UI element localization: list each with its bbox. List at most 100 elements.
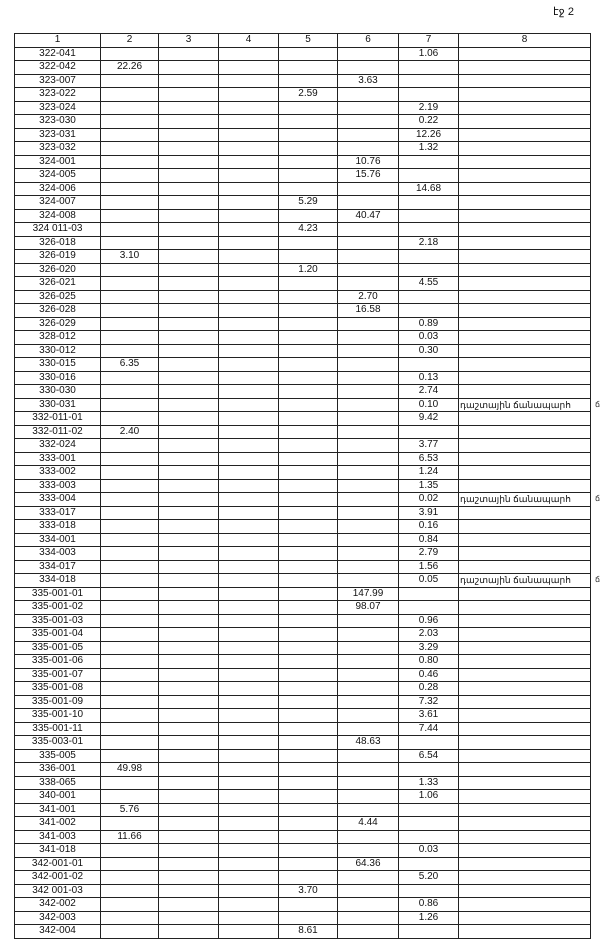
area-cell xyxy=(158,883,219,898)
area-cell xyxy=(218,127,279,142)
note-cell xyxy=(458,505,591,520)
area-cell xyxy=(278,451,338,466)
area-cell xyxy=(218,114,279,129)
parcel-code-cell: 326-019 xyxy=(14,249,101,264)
area-cell xyxy=(278,127,338,142)
area-cell xyxy=(337,775,399,790)
note-text: դաշտային ճանապարհ xyxy=(460,575,571,586)
table-row: 342-001-01 64.36 xyxy=(14,856,591,871)
column-header: 3 xyxy=(158,33,219,48)
area-cell xyxy=(100,397,159,412)
note-cell xyxy=(458,654,591,669)
parcel-code-cell: 335-001-04 xyxy=(14,627,101,642)
note-cell: դաշտային ճանապարհ ճ xyxy=(458,492,600,507)
table-row: 330-031 0.10 դաշտային ճանապարհ ճ xyxy=(14,397,600,412)
area-cell xyxy=(158,451,219,466)
area-cell: 40.47 xyxy=(337,208,399,223)
parcel-code-cell: 326-028 xyxy=(14,303,101,318)
note-cell xyxy=(458,883,591,898)
area-cell xyxy=(278,559,338,574)
table-row: 324-007 5.29 xyxy=(14,195,591,210)
area-cell xyxy=(398,856,459,871)
note-cell xyxy=(458,627,591,642)
area-cell: 3.29 xyxy=(398,640,459,655)
note-mark: ճ xyxy=(595,575,601,584)
area-cell: 3.70 xyxy=(278,883,338,898)
area-cell xyxy=(158,141,219,156)
area-cell xyxy=(278,303,338,318)
area-cell xyxy=(100,694,159,709)
area-cell xyxy=(278,775,338,790)
note-cell xyxy=(458,600,591,615)
area-cell xyxy=(100,181,159,196)
area-cell xyxy=(158,532,219,547)
area-cell xyxy=(218,330,279,345)
parcel-code-cell: 332-024 xyxy=(14,438,101,453)
area-cell xyxy=(158,586,219,601)
area-cell xyxy=(398,424,459,439)
area-cell xyxy=(337,424,399,439)
area-cell xyxy=(100,343,159,358)
parcel-code-cell: 335-001-08 xyxy=(14,681,101,696)
parcel-code-cell: 335-001-10 xyxy=(14,708,101,723)
area-cell xyxy=(100,897,159,912)
area-cell xyxy=(337,370,399,385)
area-cell xyxy=(158,775,219,790)
area-cell xyxy=(100,681,159,696)
note-cell xyxy=(458,424,591,439)
table-row: 333-017 3.91 xyxy=(14,505,591,520)
area-cell xyxy=(100,600,159,615)
area-cell xyxy=(278,870,338,885)
area-cell xyxy=(218,829,279,844)
table-row: 335-001-01 147.99 xyxy=(14,586,591,601)
parcel-code-cell: 322-042 xyxy=(14,60,101,75)
area-cell xyxy=(158,924,219,939)
area-cell: 0.05 xyxy=(398,573,459,588)
note-cell xyxy=(458,370,591,385)
area-cell: 22.26 xyxy=(100,60,159,75)
area-cell xyxy=(218,168,279,183)
table-row: 340-001 1.06 xyxy=(14,789,591,804)
area-cell xyxy=(218,883,279,898)
area-cell xyxy=(278,762,338,777)
area-cell xyxy=(158,370,219,385)
area-cell xyxy=(158,87,219,102)
note-cell xyxy=(458,816,591,831)
note-cell xyxy=(458,897,591,912)
table-row: 323-030 0.22 xyxy=(14,114,591,129)
area-cell xyxy=(337,694,399,709)
area-cell xyxy=(158,519,219,534)
area-cell: 9.42 xyxy=(398,411,459,426)
area-cell xyxy=(398,357,459,372)
area-cell xyxy=(337,829,399,844)
area-cell xyxy=(158,262,219,277)
area-cell xyxy=(337,546,399,561)
area-cell xyxy=(158,73,219,88)
area-cell xyxy=(337,249,399,264)
table-row: 326-025 2.70 xyxy=(14,289,591,304)
note-cell xyxy=(458,924,591,939)
parcel-code-cell: 324-008 xyxy=(14,208,101,223)
area-cell xyxy=(100,532,159,547)
area-cell: 2.79 xyxy=(398,546,459,561)
area-cell xyxy=(158,276,219,291)
area-cell xyxy=(218,735,279,750)
area-cell xyxy=(158,235,219,250)
table-row: 338-065 1.33 xyxy=(14,775,591,790)
table-row: 324 011-03 4.23 xyxy=(14,222,591,237)
area-cell xyxy=(337,195,399,210)
area-cell xyxy=(398,762,459,777)
note-cell xyxy=(458,303,591,318)
area-cell: 3.61 xyxy=(398,708,459,723)
area-cell xyxy=(278,478,338,493)
area-cell xyxy=(158,802,219,817)
area-cell xyxy=(100,168,159,183)
area-cell xyxy=(158,424,219,439)
area-cell xyxy=(100,613,159,628)
table-header-row: 1 2 3 4 5 6 7 8 xyxy=(14,33,591,48)
area-cell xyxy=(337,910,399,925)
area-cell: 49.98 xyxy=(100,762,159,777)
area-cell xyxy=(218,60,279,75)
area-cell xyxy=(398,262,459,277)
table-row: 332-011-02 2.40 xyxy=(14,424,591,439)
